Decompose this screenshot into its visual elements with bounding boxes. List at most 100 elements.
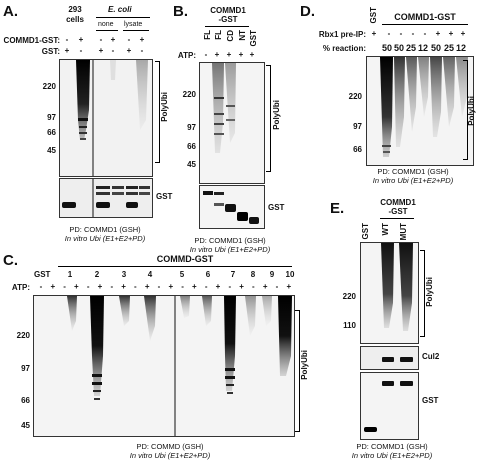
panel-c-atp-sign-13: - <box>181 282 184 291</box>
panel-c-atp-sign-15: - <box>204 282 208 291</box>
panel-a-row2-sign-4: - <box>111 46 115 55</box>
panel-d-rbx-sign-4: - <box>411 29 415 38</box>
panel-e-polyubi-blot <box>360 242 419 344</box>
panel-e-polyubi-bracket <box>420 250 425 337</box>
panel-a-row1-sign-2: + <box>78 35 84 44</box>
panel-a-none: none <box>98 21 114 28</box>
panel-a-polyubi-bracket <box>155 61 160 163</box>
panel-b-header-bracket <box>205 26 249 30</box>
panel-a-row2-sign-5: + <box>126 46 132 55</box>
panel-c-atp-sign-3: - <box>63 282 66 291</box>
panel-d-reaction-value-7: 12 <box>455 43 466 53</box>
panel-c-lane-number-4: 4 <box>147 270 153 279</box>
panel-e-label: E. <box>330 200 345 217</box>
panel-c-atp-sign-4: + <box>74 282 79 291</box>
panel-d-caption-1: PD: COMMD1 (GSH) <box>377 167 449 176</box>
panel-a-row2-sign-2: - <box>79 46 83 55</box>
panel-c-lane-number-1: 1 <box>67 270 73 279</box>
panel-b-gst-label: GST <box>268 203 285 212</box>
panel-a-row2-sign-1: + <box>64 46 70 55</box>
panel-d-rbx-label: Rbx1 pre-IP: <box>318 30 366 39</box>
panel-c-header: COMMD-GST <box>156 254 214 264</box>
panel-a-row2-sign-3: + <box>98 46 104 55</box>
panel-a-marker-4: 45 <box>47 146 56 155</box>
panel-e-lane-2: WT <box>381 223 390 236</box>
panel-a-row1-sign-3: - <box>99 35 103 44</box>
panel-b-header: COMMD1 <box>210 6 246 15</box>
panel-d-gst-lane: GST <box>369 7 378 24</box>
panel-a-none-underline <box>96 30 118 31</box>
panel-a-row1-sign-1: - <box>65 35 69 44</box>
panel-d-rbx-sign-7: + <box>448 29 454 38</box>
panel-e-cul2-label: Cul2 <box>422 352 440 361</box>
panel-c-marker-2: 97 <box>21 364 30 373</box>
panel-d-reaction-value-3: 25 <box>405 43 416 53</box>
panel-a-marker-1: 220 <box>42 82 56 91</box>
panel-e-header-bracket <box>380 218 414 222</box>
panel-a-row2-label: GST: <box>41 47 60 56</box>
panel-c-atp-sign-9: - <box>134 282 137 291</box>
panel-b-caption-2: In vitro Ubi (E1+E2+PD) <box>189 245 271 254</box>
panel-d-reaction-value-1: 50 <box>381 43 392 53</box>
panel-e-lane-3: MUT <box>399 223 408 241</box>
panel-d-rbx-sign-1: + <box>371 29 377 38</box>
panel-b-atp-sign-5: + <box>249 50 255 59</box>
panel-c-atp-sign-19: - <box>252 282 255 291</box>
panel-d-header-bracket <box>382 24 468 28</box>
panel-a-row1-label: COMMD1-GST: <box>3 36 60 45</box>
panel-a-row2-sign-6: - <box>140 46 144 55</box>
panel-d-marker-1: 220 <box>348 92 362 101</box>
panel-c-atp-sign-1: - <box>39 282 43 291</box>
panel-c-marker-3: 66 <box>21 396 30 405</box>
panel-c-caption-1: PD: COMMD (GSH) <box>136 442 204 451</box>
panel-e-marker-2: 110 <box>343 321 356 330</box>
panel-c-polyubi-bracket <box>295 310 300 432</box>
panel-c-atp-label: ATP: <box>11 283 30 292</box>
panel-a-caption-1: PD: COMMD1 (GSH) <box>69 225 141 234</box>
panel-c-lane-number-6: 6 <box>205 270 211 279</box>
panel-b-polyubi-blot <box>199 62 265 184</box>
panel-e-gst-blot <box>360 372 419 440</box>
panel-a-row1-sign-4: + <box>110 35 116 44</box>
panel-e-header: COMMD1 <box>380 198 416 207</box>
panel-b-label: B. <box>173 3 188 20</box>
panel-a-293-cells: 293 cells <box>66 5 84 24</box>
panel-c-atp-sign-12: + <box>168 282 174 291</box>
panel-c-lane-number-7: 7 <box>230 270 236 279</box>
panel-e-caption-2: In vitro Ubi (E1+E2+PD) <box>351 451 433 460</box>
panel-d-reaction-value-4: 12 <box>417 43 428 53</box>
panel-d-label: D. <box>300 3 315 20</box>
panel-d-rbx-sign-3: - <box>399 29 403 38</box>
panel-e-marker-1: 220 <box>342 292 356 301</box>
panel-a-gst-label: GST <box>156 192 173 201</box>
panel-b-lane-2: FL <box>214 30 223 40</box>
panel-a-ecoli: E. coli <box>108 5 132 14</box>
panel-a-row1-sign-6: + <box>139 35 145 44</box>
panel-e-gst-label: GST <box>422 396 439 405</box>
panel-a-polyubi-blot <box>59 59 153 177</box>
panel-c-atp-sign-8: + <box>121 282 126 291</box>
panel-c-lane-number-2: 2 <box>94 270 100 279</box>
panel-d-reaction-value-2: 50 <box>393 43 404 53</box>
panel-d-rbx-sign-6: + <box>435 29 441 38</box>
panel-c-lane-number-9: 9 <box>269 270 275 279</box>
panel-c-polyubi-blot <box>33 295 295 437</box>
panel-e-header-2: -GST <box>388 207 408 216</box>
panel-c-atp-sign-10: + <box>144 282 150 291</box>
panel-b-polyubi-label: PolyUbi <box>272 100 281 130</box>
panel-d-caption-2: In vitro Ubi (E1+E2+PD) <box>372 176 454 185</box>
panel-e-polyubi-label: PolyUbi <box>425 277 434 307</box>
panel-c-lane-number-3: 3 <box>121 270 127 279</box>
panel-c-header-bracket <box>58 266 292 270</box>
panel-d-polyubi-blot <box>366 56 474 166</box>
panel-c-atp-sign-16: + <box>215 282 221 291</box>
panel-c-atp-sign-5: - <box>86 282 90 291</box>
panel-c-atp-sign-20: + <box>262 282 268 291</box>
panel-c-atp-sign-17: - <box>228 282 232 291</box>
panel-d-marker-2: 97 <box>353 122 362 131</box>
panel-d-reaction-label: % reaction: <box>322 44 366 53</box>
panel-d-rbx-sign-5: - <box>423 29 427 38</box>
panel-c-gst-lane: GST <box>34 270 51 279</box>
panel-a-lysate: lysate <box>124 21 143 28</box>
panel-a-row1-sign-5: - <box>127 35 131 44</box>
